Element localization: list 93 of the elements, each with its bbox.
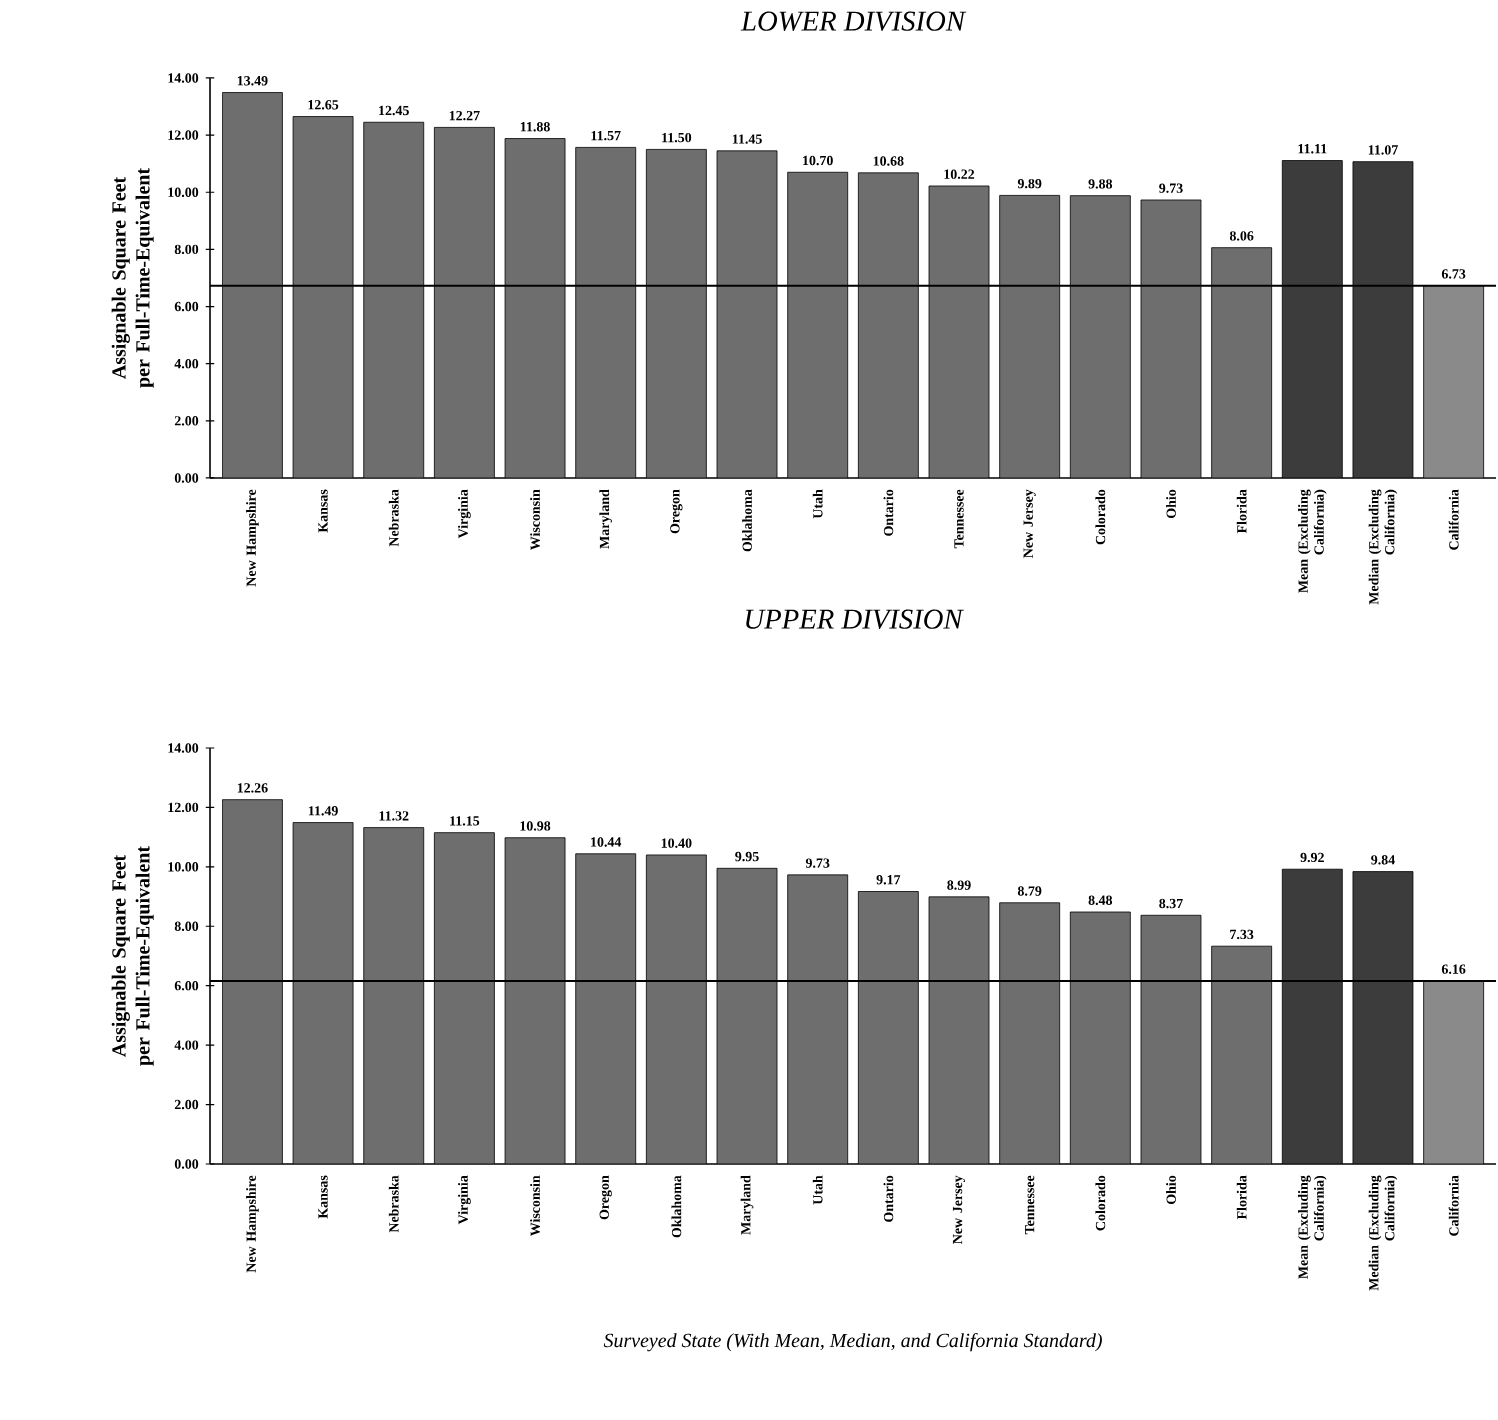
data-label: 8.37 — [1159, 898, 1183, 909]
x-tick-label: Mean (Excluding California) — [1298, 1175, 1327, 1279]
y-tick-label: 4.00 — [174, 1040, 199, 1050]
data-label: 6.16 — [1441, 964, 1466, 974]
y-tick-label: 0.00 — [174, 1159, 199, 1169]
x-tick-label: Kansas — [318, 489, 328, 533]
y-tick-label: 6.00 — [174, 980, 199, 991]
x-tick-label: Maryland — [599, 489, 613, 549]
x-axis-title: Surveyed State (With Mean, Median, and California Standard) — [603, 1332, 1102, 1352]
data-label: 6.73 — [1441, 269, 1466, 279]
data-label: 11.50 — [662, 132, 692, 143]
x-tick-label: Wisconsin — [530, 1175, 540, 1237]
data-label: 12.45 — [379, 105, 409, 116]
y-tick-label: 2.00 — [174, 1099, 199, 1110]
x-tick-label: Tennessee — [954, 489, 964, 549]
y-tick-label: 4.00 — [174, 358, 199, 369]
x-tick-label: Oregon — [599, 1175, 612, 1220]
x-tick-label: Florida — [1236, 1175, 1247, 1220]
x-tick-label: Colorado — [1095, 489, 1106, 545]
data-label: 11.88 — [520, 122, 550, 132]
y-tick-label: 2.00 — [174, 416, 199, 426]
data-label: 11.57 — [591, 130, 621, 141]
x-tick-label: Virginia — [458, 489, 471, 539]
x-tick-label: New Jersey — [952, 1175, 966, 1244]
data-label: 10.70 — [803, 155, 833, 166]
x-tick-label: Oklahoma — [671, 1175, 682, 1238]
data-label: 13.49 — [237, 76, 268, 86]
data-label: 10.22 — [944, 169, 975, 179]
x-tick-label: Ohio — [1166, 1175, 1176, 1205]
data-label: 11.49 — [308, 806, 338, 816]
y-tick-label: 14.00 — [168, 73, 199, 83]
y-tick-label: 8.00 — [174, 921, 199, 931]
x-tick-label: Maryland — [740, 1175, 754, 1235]
data-label: 11.45 — [732, 134, 762, 144]
x-tick-label: Ohio — [1166, 489, 1176, 519]
x-tick-label: Nebraska — [388, 489, 399, 547]
x-tick-label: Nebraska — [388, 1175, 399, 1233]
data-label: 12.65 — [308, 100, 339, 110]
x-tick-label: Utah — [812, 489, 823, 519]
y-axis-title: Assignable Square Feet per Full-Time-Equivalent — [111, 168, 154, 388]
y-tick-label: 12.00 — [168, 130, 199, 140]
x-tick-label: Mean (Excluding California) — [1298, 489, 1327, 593]
x-tick-label: Tennessee — [1025, 1175, 1035, 1235]
chart-title: LOWER DIVISION — [740, 11, 967, 31]
data-label: 12.26 — [237, 783, 268, 793]
chart-title: UPPER DIVISION — [746, 609, 964, 629]
x-tick-label: New Hampshire — [246, 1175, 259, 1273]
data-label: 9.73 — [1159, 183, 1183, 193]
x-tick-label: California — [1448, 1175, 1459, 1236]
x-tick-label: Oregon — [670, 489, 683, 534]
x-tick-label: Oklahoma — [742, 489, 752, 552]
data-label: 9.89 — [1017, 178, 1042, 189]
data-label: 8.06 — [1229, 231, 1254, 241]
data-label: 7.33 — [1230, 929, 1254, 940]
data-label: 11.07 — [1368, 145, 1398, 155]
y-tick-label: 0.00 — [174, 473, 199, 483]
x-tick-label: Median (Excluding California) — [1368, 1175, 1398, 1291]
x-tick-label: Kansas — [318, 1175, 328, 1219]
data-label: 9.88 — [1088, 179, 1113, 189]
x-tick-label: Ontario — [883, 1175, 894, 1222]
x-tick-label: Median (Excluding California) — [1368, 489, 1398, 605]
data-label: 10.68 — [873, 156, 904, 166]
data-label: 10.40 — [661, 838, 692, 848]
x-tick-label: Ontario — [883, 489, 894, 536]
x-tick-label: New Hampshire — [246, 489, 259, 587]
data-label: 9.95 — [735, 851, 759, 862]
data-label: 8.99 — [947, 880, 971, 890]
data-label: 8.79 — [1017, 886, 1042, 896]
y-tick-label: 10.00 — [168, 862, 199, 872]
y-tick-label: 10.00 — [168, 187, 199, 197]
data-label: 9.73 — [805, 858, 830, 868]
data-label: 11.15 — [450, 816, 480, 826]
data-label: 11.32 — [379, 811, 409, 821]
data-label: 9.92 — [1300, 852, 1324, 863]
data-label: 10.44 — [591, 837, 622, 847]
data-label: 12.27 — [449, 110, 480, 121]
y-tick-label: 12.00 — [168, 802, 199, 813]
x-tick-label: Utah — [812, 1175, 823, 1205]
data-label: 8.48 — [1088, 895, 1113, 905]
data-label: 9.84 — [1371, 855, 1395, 865]
data-label: 11.11 — [1298, 144, 1327, 154]
y-tick-label: 8.00 — [174, 244, 199, 255]
x-tick-label: Colorado — [1095, 1175, 1106, 1231]
y-tick-label: 14.00 — [168, 743, 199, 753]
x-tick-label: Virginia — [458, 1175, 471, 1225]
y-axis-title: Assignable Square Feet per Full-Time-Equivalent — [111, 846, 154, 1066]
data-label: 9.17 — [876, 875, 901, 885]
x-tick-label: California — [1448, 489, 1459, 550]
y-tick-label: 6.00 — [174, 301, 199, 312]
x-tick-label: New Jersey — [1023, 489, 1036, 558]
x-tick-label: Florida — [1236, 489, 1247, 534]
x-tick-label: Wisconsin — [530, 489, 540, 551]
data-label: 10.98 — [520, 821, 551, 831]
